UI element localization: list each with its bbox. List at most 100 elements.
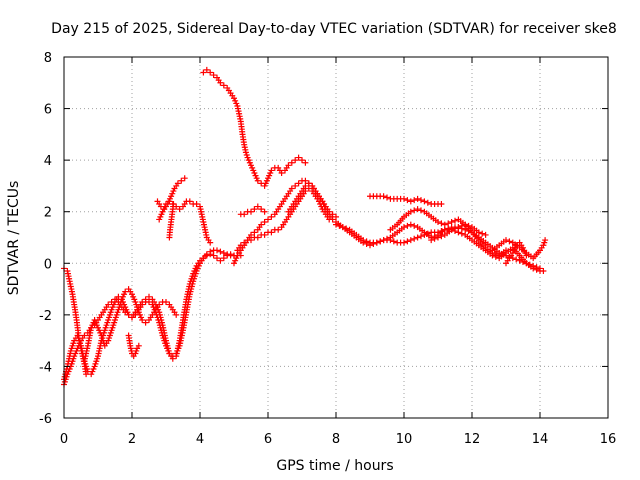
data-point: [295, 180, 302, 187]
data-point: [261, 231, 268, 238]
data-point: [220, 249, 227, 256]
y-axis-label: SDTVAR / TECUs: [6, 181, 22, 296]
y-tick-label: -2: [39, 309, 52, 324]
x-tick-label: 10: [396, 432, 413, 447]
y-tick-label: -6: [39, 412, 52, 427]
data-point: [237, 242, 244, 249]
data-point: [435, 219, 441, 226]
data-point: [254, 203, 261, 210]
data-point: [193, 200, 200, 207]
data-point: [241, 211, 248, 218]
data-point: [214, 255, 220, 262]
data-point: [448, 219, 455, 226]
x-tick-label: 14: [532, 432, 549, 447]
data-point: [377, 238, 384, 245]
data-point: [203, 66, 210, 73]
y-tick-label: 4: [44, 154, 52, 169]
data-point: [125, 311, 132, 318]
x-axis-label: GPS time / hours: [276, 458, 393, 474]
data-point: [241, 239, 248, 246]
data-series: [125, 332, 142, 360]
data-point: [404, 238, 411, 245]
data-point: [248, 237, 254, 244]
data-point: [265, 216, 271, 223]
data-point: [479, 230, 486, 237]
data-point: [139, 301, 146, 308]
data-point: [258, 221, 265, 228]
data-point: [404, 197, 411, 204]
data-point: [163, 298, 169, 305]
data-point: [513, 242, 520, 249]
data-point: [258, 206, 265, 213]
data-point: [333, 221, 339, 228]
data-point: [448, 226, 455, 233]
data-point: [482, 231, 489, 238]
data-point: [302, 182, 309, 189]
data-point: [166, 350, 173, 357]
data-point: [200, 69, 207, 76]
data-point: [380, 193, 387, 200]
data-point: [207, 69, 214, 76]
tick-labels: 0 2 4 6 8 10 12 14 16 -6 -4 -2 0 2 4 6 8: [39, 51, 616, 447]
data-point: [513, 256, 520, 263]
data-point: [370, 240, 377, 247]
data-point: [411, 235, 418, 242]
data-point: [254, 234, 261, 241]
data-point: [367, 242, 373, 249]
data-point: [441, 221, 448, 228]
data-point: [537, 268, 543, 275]
data-point: [452, 225, 458, 232]
data-point: [435, 234, 441, 241]
data-point: [203, 251, 210, 258]
data-point: [186, 198, 193, 205]
data-point: [305, 180, 312, 187]
data-point: [292, 157, 299, 164]
x-tick-label: 2: [128, 432, 136, 447]
data-point: [458, 222, 465, 229]
data-point: [248, 231, 254, 238]
data-point: [224, 251, 231, 258]
data-series: [237, 203, 268, 218]
data-point: [411, 207, 418, 214]
data-point: [411, 222, 418, 229]
y-tick-label: 8: [44, 51, 52, 66]
x-tick-label: 6: [264, 432, 272, 447]
data-point: [363, 240, 370, 247]
data-point: [516, 257, 523, 264]
data-point: [373, 239, 380, 246]
data-point: [251, 206, 258, 213]
data-point: [288, 185, 295, 192]
data-point: [404, 222, 411, 229]
data-point: [142, 319, 149, 326]
data-point: [431, 235, 438, 242]
data-point: [173, 311, 180, 318]
data-point: [105, 301, 112, 308]
data-point: [169, 353, 176, 360]
data-point: [438, 200, 445, 207]
data-series: [387, 206, 509, 259]
data-point: [278, 170, 285, 177]
data-point: [210, 72, 217, 79]
data-point: [414, 234, 421, 241]
data-series: [200, 66, 309, 189]
data-point: [421, 231, 428, 238]
data-point: [135, 342, 142, 349]
data-series: [81, 286, 180, 365]
data-point: [465, 222, 472, 229]
data-point: [418, 207, 424, 214]
data-point: [178, 177, 185, 184]
data-point: [217, 248, 224, 255]
data-point: [166, 198, 173, 205]
data-point: [438, 220, 445, 227]
data-point: [360, 239, 367, 246]
data-point: [220, 255, 227, 262]
data-point: [530, 265, 537, 272]
data-point: [542, 237, 549, 244]
data-point: [268, 213, 275, 220]
grid: [64, 57, 608, 418]
data-point: [139, 317, 146, 324]
data-point: [445, 220, 452, 227]
data-point: [214, 247, 220, 254]
data-point: [217, 79, 224, 86]
